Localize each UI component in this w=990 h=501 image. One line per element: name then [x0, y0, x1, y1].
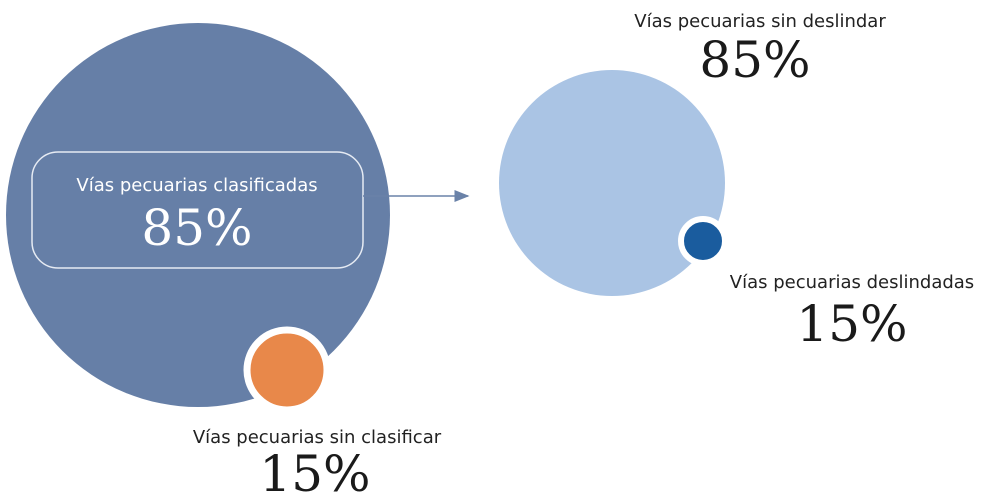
unclassified-label: Vías pecuarias sin clasificar [193, 427, 442, 448]
delimited-value: 15% [796, 295, 907, 353]
delimited-circle [678, 216, 728, 266]
undelimited-label: Vías pecuarias sin deslindar [634, 11, 886, 32]
label-box [31, 151, 364, 269]
classified-value: 85% [141, 199, 252, 257]
undelimited-value: 85% [699, 31, 810, 89]
unclassified-circle [243, 326, 331, 414]
classified-label: Vías pecuarias clasificadas [76, 175, 317, 196]
delimited-label: Vías pecuarias deslindadas [730, 272, 974, 293]
classified-circle [6, 23, 390, 407]
unclassified-value: 15% [259, 445, 370, 501]
undelimited-circle [499, 70, 725, 296]
